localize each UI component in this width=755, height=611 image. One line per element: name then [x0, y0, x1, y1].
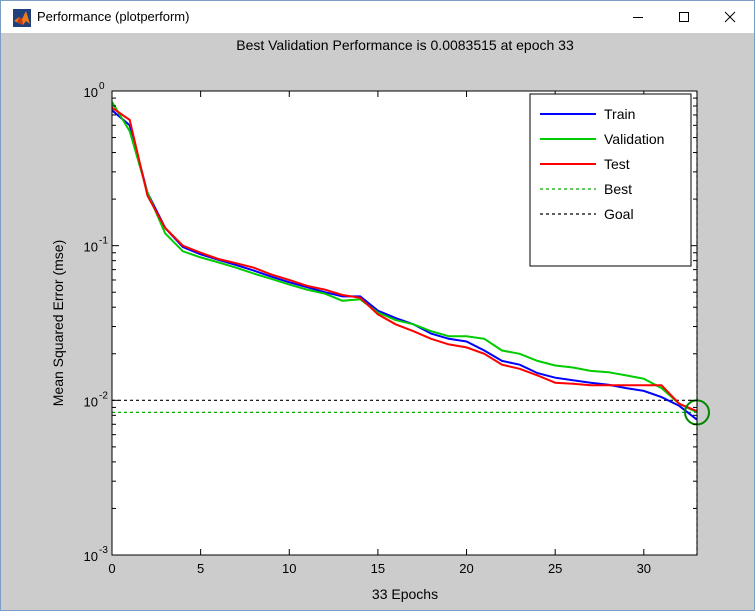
plot-frame — [111, 90, 698, 556]
title-bar[interactable]: Performance (plotperform) — [1, 1, 754, 33]
legend-box — [529, 93, 692, 267]
x-axis-label: 33 Epochs — [372, 586, 438, 602]
performance-chart: Best Validation Performance is 0.0083515… — [50, 37, 710, 602]
window-title: Performance (plotperform) — [37, 9, 190, 24]
minimize-icon — [633, 17, 643, 18]
x-tick-label: 15 — [371, 561, 385, 576]
x-tick-label: 20 — [459, 561, 473, 576]
series-line-validation — [111, 101, 698, 414]
x-tick-label: 10 — [282, 561, 296, 576]
y-tick-label-exponent: -3 — [99, 545, 108, 556]
y-tick-label-exponent: 0 — [99, 81, 105, 92]
y-axis-label: Mean Squared Error (mse) — [50, 240, 66, 407]
y-tick-label-base: 10 — [84, 394, 98, 409]
chart-title: Best Validation Performance is 0.0083515… — [236, 37, 574, 53]
y-tick-label-base: 10 — [84, 240, 98, 255]
maximize-button[interactable] — [661, 1, 707, 33]
y-tick-label-base: 10 — [84, 549, 98, 564]
maximize-icon — [679, 12, 689, 22]
x-tick-label: 5 — [197, 561, 204, 576]
y-tick-label-exponent: -1 — [99, 236, 108, 247]
legend-label-validation: Validation — [604, 131, 664, 147]
minimize-button[interactable] — [615, 1, 661, 33]
series-line-test — [111, 106, 698, 413]
close-icon — [724, 11, 736, 23]
legend-label-goal: Goal — [604, 206, 634, 222]
x-tick-label: 25 — [548, 561, 562, 576]
figure-area: Best Validation Performance is 0.0083515… — [1, 33, 754, 610]
x-tick-label: 0 — [108, 561, 115, 576]
legend: Train Validation Test Best Goal — [529, 93, 692, 267]
x-tick-label: 30 — [637, 561, 651, 576]
y-tick-label-base: 10 — [84, 85, 98, 100]
y-tick-label-exponent: -2 — [99, 390, 108, 401]
legend-label-test: Test — [604, 156, 630, 172]
legend-label-best: Best — [604, 181, 632, 197]
matlab-icon — [13, 9, 31, 27]
legend-label-train: Train — [604, 106, 635, 122]
close-button[interactable] — [707, 1, 753, 33]
